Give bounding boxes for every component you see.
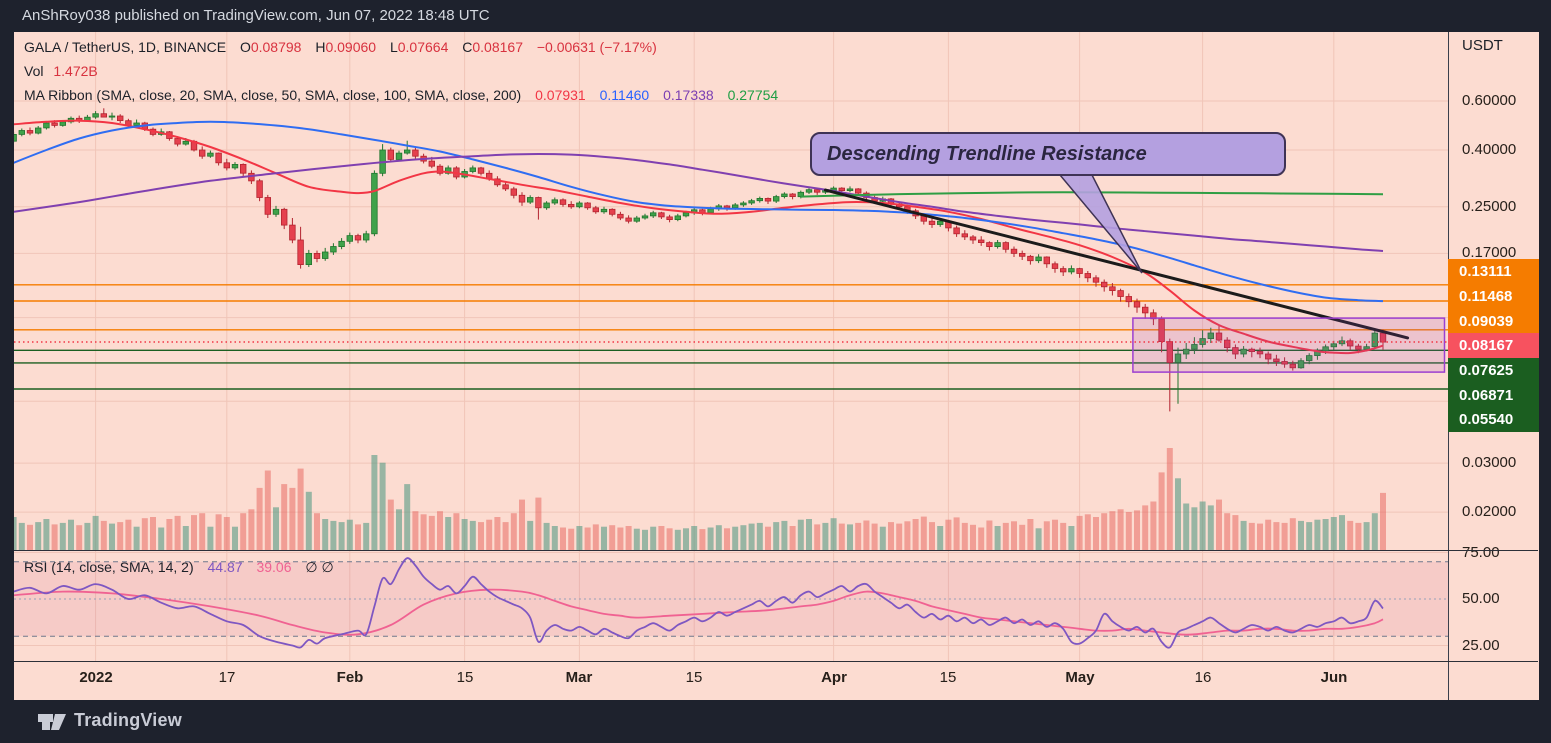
time-label[interactable]: May (1065, 669, 1095, 686)
rsi-ma-line (14, 588, 1384, 636)
price-tick: 0.25000 (1462, 198, 1517, 215)
ohlc-open-label: O (239, 39, 251, 55)
ohlc-low-label: L (389, 39, 398, 55)
descending-trendline[interactable] (823, 188, 1410, 340)
price-tick: 0.03000 (1462, 454, 1517, 471)
rsi-band (14, 552, 1448, 646)
rsi-value: 44.87 (207, 559, 243, 575)
time-label[interactable]: 15 (685, 669, 703, 686)
ma-line-sma100 (14, 152, 1384, 252)
ohlc-close-value: 0.08167 (472, 39, 523, 55)
rsi-lines (14, 557, 1384, 649)
price-tick: 0.60000 (1462, 92, 1517, 109)
price-levels[interactable] (14, 284, 1448, 390)
price-level-badge: 0.05540 (1448, 407, 1539, 432)
ohlc-high-label: H (315, 39, 326, 55)
ohlc-low-value: 0.07664 (397, 39, 449, 55)
price-tick: 0.40000 (1462, 141, 1517, 158)
ma100-value: 0.17338 (663, 87, 714, 103)
rsi-tick: 75.00 (1462, 544, 1500, 561)
currency-label: USDT (1462, 37, 1503, 54)
rsi-label: RSI (14, close, SMA, 14, 2) (24, 559, 194, 575)
price-level-badge: 0.08167 (1448, 333, 1539, 358)
publish-note: AnShRoy038 published on TradingView.com,… (22, 7, 490, 24)
time-label[interactable]: Jun (1320, 669, 1348, 686)
price-level-badge: 0.09039 (1448, 309, 1539, 334)
price-level-badge: 0.07625 (1448, 358, 1539, 383)
trendline-callout[interactable]: Descending Trendline Resistance (810, 132, 1286, 176)
rsi-legend-row[interactable]: RSI (14, close, SMA, 14, 2) 44.87 39.06 … (24, 559, 334, 576)
price-tick: 0.02000 (1462, 503, 1517, 520)
rsi-tick: 50.00 (1462, 590, 1500, 607)
ohlc-close-label: C (462, 39, 473, 55)
brand-name[interactable]: TradingView (74, 710, 182, 730)
footer-bar: TradingView (0, 700, 1551, 743)
ma200-value: 0.27754 (727, 87, 779, 103)
separator-volume-rsi[interactable] (14, 550, 1538, 551)
price-scale[interactable]: USDT 0.60000 0.40000 0.25000 0.17000 0.03000… (1448, 32, 1539, 700)
rsi-empty-markers: ∅ ∅ (305, 559, 334, 575)
price-level-badge: 0.06871 (1448, 383, 1539, 408)
ma-ribbon-legend-row[interactable]: MA Ribbon (SMA, close, 20, SMA, close, 5… (24, 87, 778, 103)
time-label[interactable]: Mar (565, 669, 593, 686)
ma-ribbon-label: MA Ribbon (SMA, close, 20, SMA, close, 5… (24, 87, 522, 103)
price-tick: 0.17000 (1462, 244, 1517, 261)
ma50-value: 0.11460 (599, 87, 650, 103)
change-value: −0.00631 (−7.17%) (536, 39, 657, 55)
price-level-badge: 0.13111 (1448, 259, 1539, 284)
ohlc-high-value: 0.09060 (325, 39, 377, 55)
time-label[interactable]: 15 (939, 669, 957, 686)
rsi-tick: 25.00 (1462, 637, 1500, 654)
volume-value: 1.472B (53, 63, 98, 79)
symbol-legend-row[interactable]: GALA / TetherUS, 1D, BINANCE O0.08798 H0… (24, 39, 657, 55)
volume-bars (14, 448, 1386, 550)
time-label[interactable]: 15 (456, 669, 474, 686)
tradingview-logo-icon[interactable] (38, 709, 66, 735)
chart-panel: GALA / TetherUS, 1D, BINANCE O0.08798 H0… (14, 32, 1539, 700)
time-label[interactable]: 16 (1194, 669, 1212, 686)
time-label[interactable]: Apr (821, 669, 847, 686)
time-label[interactable]: 2022 (79, 669, 113, 686)
symbol-title: GALA / TetherUS, 1D, BINANCE (24, 39, 227, 55)
ma-line-sma50 (14, 120, 1384, 303)
chart-canvas[interactable] (14, 32, 1448, 700)
ohlc-open-value: 0.08798 (250, 39, 302, 55)
separator-rsi-axis[interactable] (14, 661, 1538, 662)
rsi-ma-value: 39.06 (256, 559, 292, 575)
price-level-badge: 0.11468 (1448, 284, 1539, 309)
consolidation-box[interactable] (1132, 317, 1446, 373)
volume-legend-row[interactable]: Vol 1.472B (24, 63, 98, 79)
volume-label: Vol (24, 63, 44, 79)
ma20-value: 0.07931 (535, 87, 586, 103)
time-label[interactable]: 17 (218, 669, 236, 686)
rsi-line (14, 557, 1384, 649)
time-label[interactable]: Feb (336, 669, 364, 686)
ma-ribbon-lines (14, 119, 1384, 355)
